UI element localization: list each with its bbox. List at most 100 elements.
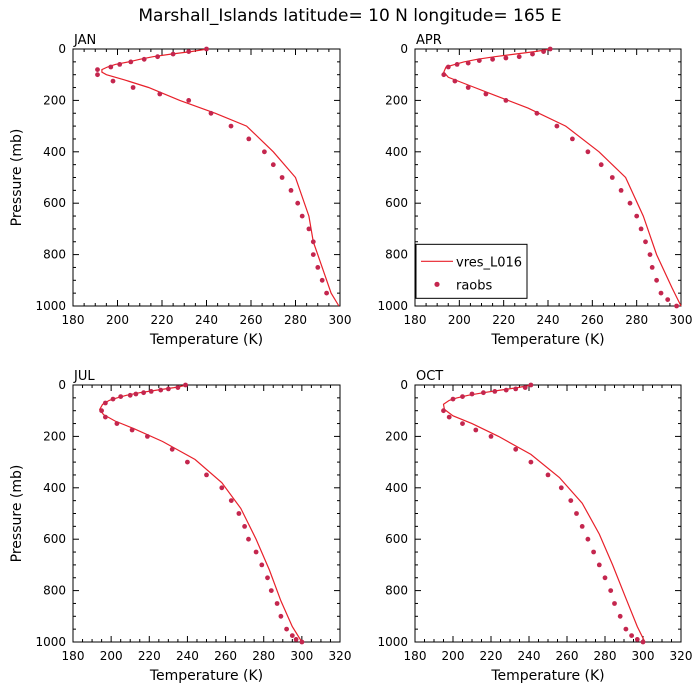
x-tick-label: 240: [195, 313, 218, 327]
x-tick-label: 320: [670, 649, 693, 663]
raobs-point: [476, 58, 482, 63]
figure-title: Marshall_Islands latitude= 10 N longitud…: [138, 6, 561, 26]
x-tick-label: 280: [284, 313, 307, 327]
raobs-point: [128, 59, 134, 65]
y-tick-label: 800: [43, 248, 66, 262]
raobs-point: [554, 123, 560, 129]
raobs-point: [284, 626, 289, 632]
y-tick-label: 400: [385, 481, 408, 495]
raobs-point: [522, 385, 528, 390]
raobs-point: [183, 382, 188, 388]
raobs-point: [145, 434, 150, 439]
raobs-point: [299, 639, 305, 645]
raobs-point: [306, 226, 312, 232]
raobs-point: [166, 386, 171, 392]
y-tick-label: 200: [43, 93, 66, 107]
raobs-point: [585, 536, 591, 542]
y-tick-label: 200: [385, 429, 408, 443]
x-tick-label: 280: [594, 649, 617, 663]
legend-label: raobs: [456, 278, 493, 293]
raobs-point: [574, 511, 579, 516]
raobs-point: [295, 200, 301, 206]
raobs-point: [558, 485, 564, 491]
y-axis-label: Pressure (mb): [9, 465, 25, 563]
raobs-point: [530, 51, 535, 57]
raobs-point: [547, 46, 553, 52]
panel-jan: 180 200 220 240 260 280 300 0 200 400 600 800 1000 Te…: [9, 33, 351, 348]
plot-frame: [414, 384, 682, 643]
raobs-point: [570, 136, 575, 142]
raobs-point: [579, 524, 585, 529]
x-tick-label: 300: [329, 313, 352, 327]
raobs-point: [503, 98, 509, 103]
raobs-point: [640, 639, 646, 645]
y-tick-label: 0: [400, 378, 408, 392]
raobs-point: [133, 391, 139, 397]
y-tick-label: 0: [400, 42, 408, 56]
raobs-point: [481, 390, 486, 396]
y-axis-label: Pressure (mb): [9, 129, 25, 227]
raobs-point: [534, 110, 540, 116]
raobs-point: [617, 613, 623, 619]
plot-frame: [72, 384, 341, 643]
x-tick-label: 260: [581, 313, 604, 327]
y-tick-label: 600: [385, 532, 408, 546]
raobs-point: [541, 49, 546, 54]
panel-label: JUL: [73, 369, 95, 384]
raobs-point: [513, 386, 519, 392]
panel-oct: 180 200 220 240 260 280 300 320 0 200 400 600 800 100…: [377, 369, 692, 684]
x-tick-label: 320: [329, 649, 352, 663]
raobs-point: [450, 396, 456, 402]
y-tick-label: 400: [43, 481, 66, 495]
y-tick-label: 0: [58, 42, 66, 56]
raobs-point: [99, 408, 104, 414]
x-tick-label: 200: [106, 313, 129, 327]
data-layer: [98, 382, 305, 645]
raobs-point: [612, 601, 617, 606]
raobs-point: [319, 277, 325, 283]
x-tick-label: 240: [176, 649, 199, 663]
raobs-point: [638, 226, 644, 232]
raobs-point: [130, 85, 136, 90]
raobs-point: [441, 72, 447, 78]
x-axis-label: Temperature (K): [149, 332, 263, 348]
raobs-point: [513, 446, 519, 452]
raobs-point: [288, 188, 294, 193]
x-tick-label: 220: [138, 649, 161, 663]
raobs-point: [629, 633, 634, 638]
x-tick-label: 280: [252, 649, 275, 663]
data-layer: [95, 46, 340, 307]
raobs-point: [268, 588, 274, 593]
raobs-point: [299, 213, 305, 219]
x-axis-label: Temperature (K): [149, 668, 263, 684]
raobs-point: [490, 56, 495, 62]
raobs-point: [103, 400, 108, 406]
raobs-point: [127, 392, 133, 398]
plot-frame: [72, 48, 341, 307]
y-tick-label: 1000: [35, 635, 66, 649]
raobs-point: [647, 252, 653, 257]
raobs-point: [274, 601, 280, 606]
raobs-point: [623, 626, 629, 632]
raobs-point: [262, 149, 267, 155]
raobs-point: [545, 472, 551, 478]
x-tick-label: 260: [556, 649, 579, 663]
raobs-point: [155, 54, 161, 60]
y-tick-label: 1000: [35, 299, 66, 313]
panel-label: APR: [416, 33, 442, 48]
raobs-point: [95, 72, 100, 78]
raobs-point: [246, 536, 251, 542]
raobs-point: [108, 64, 114, 70]
raobs-point: [118, 394, 124, 399]
raobs-point: [185, 459, 190, 465]
raobs-point: [204, 46, 209, 52]
y-tick-label: 800: [385, 248, 408, 262]
raobs-point: [516, 54, 522, 60]
raobs-point: [568, 498, 574, 503]
x-tick-label: 260: [240, 313, 263, 327]
raobs-point: [465, 60, 471, 66]
raobs-point: [246, 136, 252, 142]
raobs-point: [117, 62, 123, 67]
y-tick-label: 200: [43, 429, 66, 443]
y-tick-label: 800: [43, 584, 66, 598]
